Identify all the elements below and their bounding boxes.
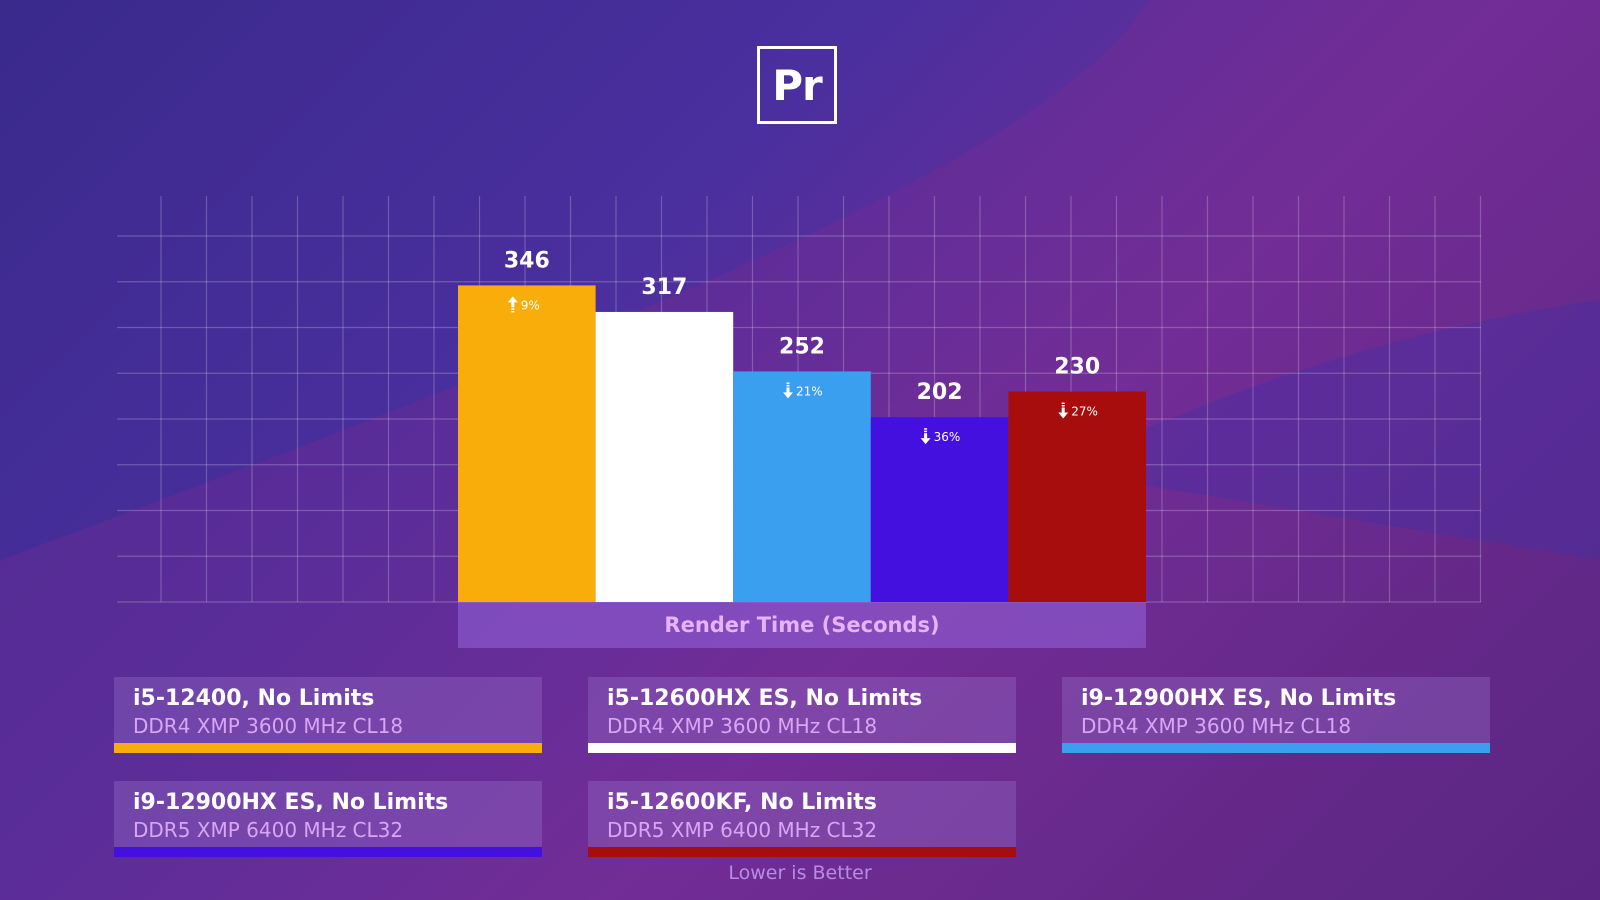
- bar: [1008, 392, 1146, 602]
- legend-color-swatch: [1062, 743, 1490, 753]
- legend-color-swatch: [588, 743, 1016, 753]
- legend-color-swatch: [588, 847, 1016, 857]
- bar-value-label: 230: [1054, 355, 1100, 380]
- legend-item: i5-12600HX ES, No Limits DDR4 XMP 3600 MH…: [588, 677, 1016, 753]
- legend-item: i5-12400, No Limits DDR4 XMP 3600 MHz CL1…: [114, 677, 542, 753]
- bar: [733, 371, 871, 602]
- bar-change-label: 9%: [521, 298, 540, 312]
- legend-item-spec: DDR4 XMP 3600 MHz CL18: [133, 713, 542, 739]
- legend-item-spec: DDR4 XMP 3600 MHz CL18: [1081, 713, 1490, 739]
- x-axis-label: Render Time (Seconds): [458, 602, 1146, 648]
- legend-item-name: i9-12900HX ES, No Limits: [1081, 685, 1490, 713]
- legend-item-spec: DDR5 XMP 6400 MHz CL32: [607, 817, 1016, 843]
- bar-value-label: 202: [917, 380, 963, 405]
- legend-item-name: i5-12400, No Limits: [133, 685, 542, 713]
- legend-item-spec: DDR5 XMP 6400 MHz CL32: [133, 817, 542, 843]
- legend-color-swatch: [114, 847, 542, 857]
- legend-item-name: i5-12600KF, No Limits: [607, 789, 1016, 817]
- bar-change-label: 36%: [934, 430, 961, 444]
- legend-item-name: i9-12900HX ES, No Limits: [133, 789, 542, 817]
- legend-item-name: i5-12600HX ES, No Limits: [607, 685, 1016, 713]
- bar-change-label: 27%: [1071, 405, 1098, 419]
- legend-item-spec: DDR4 XMP 3600 MHz CL18: [607, 713, 1016, 739]
- bar-value-label: 346: [504, 248, 550, 273]
- legend-color-swatch: [114, 743, 542, 753]
- footnote: Lower is Better: [0, 862, 1600, 884]
- bar-value-label: 252: [779, 334, 825, 359]
- chart-bars: 346 9% 317 252 21% 202 36% 230 27%: [458, 248, 1146, 602]
- bar: [871, 417, 1009, 602]
- bar-value-label: 317: [641, 275, 687, 300]
- bar: [458, 285, 596, 602]
- bar-change-label: 21%: [796, 384, 823, 398]
- legend-item: i5-12600KF, No Limits DDR5 XMP 6400 MHz C…: [588, 781, 1016, 857]
- bar: [596, 312, 734, 602]
- legend-item: i9-12900HX ES, No Limits DDR5 XMP 6400 MH…: [114, 781, 542, 857]
- legend-item: i9-12900HX ES, No Limits DDR4 XMP 3600 MH…: [1062, 677, 1490, 753]
